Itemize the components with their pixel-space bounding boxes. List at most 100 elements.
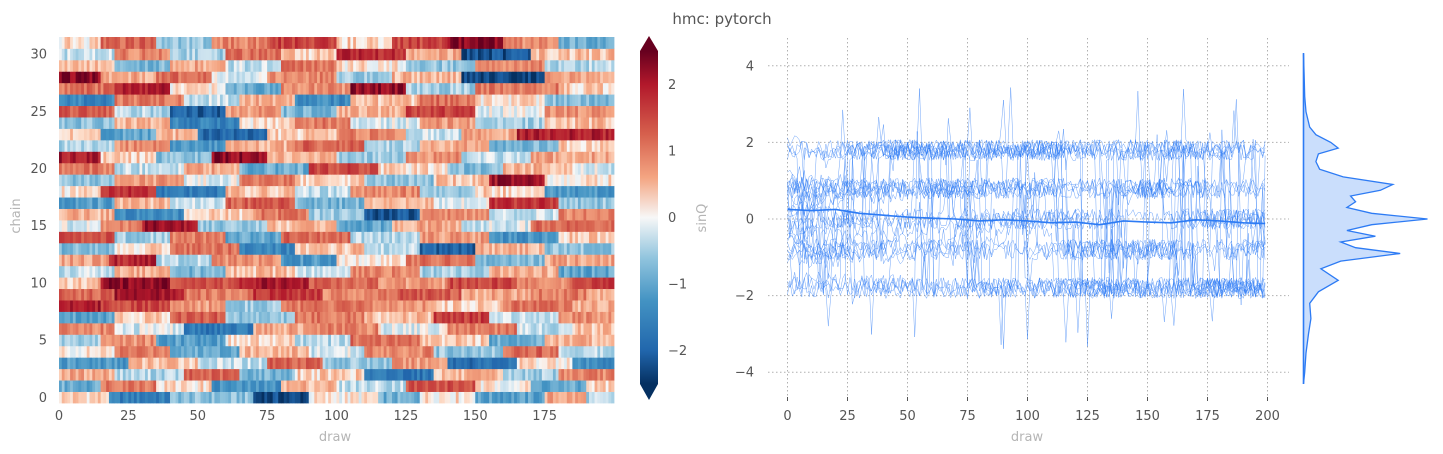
heatmap-cell bbox=[59, 220, 63, 232]
heatmap-cell bbox=[92, 288, 96, 301]
heatmap-cell bbox=[552, 162, 557, 175]
heatmap-cell bbox=[364, 357, 368, 370]
heatmap-cell bbox=[372, 322, 376, 335]
heatmap-cell bbox=[361, 139, 365, 152]
heatmap-cell bbox=[61, 151, 65, 164]
heatmap-cell bbox=[489, 162, 493, 175]
heatmap-cell bbox=[333, 174, 337, 187]
heatmap-cell bbox=[308, 357, 312, 370]
heatmap-cell bbox=[292, 231, 296, 244]
heatmap-cell bbox=[75, 322, 79, 335]
heatmap-cell bbox=[192, 322, 196, 335]
heatmap-cell bbox=[278, 334, 282, 347]
heatmap-cell bbox=[114, 345, 118, 358]
heatmap-cell bbox=[586, 300, 590, 312]
heatmap-cell bbox=[333, 254, 337, 267]
heatmap-cell bbox=[386, 231, 390, 244]
heatmap-cell bbox=[475, 242, 479, 255]
heatmap-cell bbox=[380, 277, 385, 290]
heatmap-cell bbox=[372, 242, 376, 255]
heatmap-cell bbox=[519, 265, 523, 278]
heatmap-cell bbox=[422, 288, 426, 301]
heatmap-cell bbox=[292, 197, 296, 209]
heatmap-cell bbox=[378, 300, 382, 312]
heatmap-cell bbox=[466, 368, 471, 381]
heatmap-cell bbox=[128, 220, 132, 232]
heatmap-cell bbox=[108, 311, 113, 324]
heatmap-cell bbox=[278, 368, 282, 381]
heatmap-cell bbox=[453, 334, 457, 347]
heatmap-cell bbox=[67, 162, 71, 175]
heatmap-cell bbox=[158, 139, 163, 152]
heatmap-cell bbox=[250, 277, 254, 290]
heatmap-cell bbox=[541, 300, 546, 312]
heatmap-cell bbox=[455, 174, 459, 187]
heatmap-cell bbox=[394, 208, 398, 221]
heatmap-cell bbox=[466, 117, 471, 129]
heatmap-cell bbox=[489, 254, 493, 267]
heatmap-cell bbox=[408, 231, 412, 244]
heatmap-cell bbox=[258, 277, 262, 290]
heatmap-cell bbox=[367, 357, 371, 370]
heatmap-cell bbox=[178, 185, 182, 198]
heatmap-cell bbox=[611, 380, 615, 392]
heatmap-cell bbox=[283, 208, 287, 221]
heatmap-cell bbox=[336, 345, 340, 358]
heatmap-cell bbox=[522, 174, 526, 187]
heatmap-cell bbox=[369, 357, 373, 370]
heatmap-cell bbox=[61, 162, 65, 175]
heatmap-cell bbox=[303, 368, 307, 381]
heatmap-cell bbox=[92, 277, 96, 290]
heatmap-cell bbox=[128, 208, 132, 221]
heatmap-cell bbox=[375, 380, 379, 392]
heatmap-cell bbox=[483, 185, 487, 198]
heatmap-cell bbox=[392, 265, 396, 278]
heatmap-cell bbox=[364, 300, 368, 312]
heatmap-cell bbox=[242, 288, 246, 301]
heatmap-cell bbox=[89, 288, 93, 301]
heatmap-cell bbox=[256, 265, 260, 278]
heatmap-cell bbox=[497, 380, 501, 392]
heatmap-cell bbox=[558, 151, 562, 164]
heatmap-cell bbox=[586, 380, 590, 392]
heatmap-cell bbox=[89, 380, 93, 392]
heatmap-cell bbox=[444, 185, 448, 198]
heatmap-cell bbox=[375, 300, 379, 312]
heatmap-cell bbox=[108, 277, 113, 290]
heatmap-cell bbox=[150, 117, 154, 129]
heatmap-cell bbox=[228, 311, 232, 324]
heatmap-cell bbox=[583, 254, 587, 267]
heatmap-cell bbox=[333, 162, 337, 175]
heatmap-cell bbox=[447, 231, 451, 244]
heatmap-cell bbox=[350, 185, 354, 198]
heatmap-cell bbox=[122, 288, 126, 301]
heatmap-cell bbox=[369, 117, 373, 129]
heatmap-cell bbox=[378, 265, 382, 278]
heatmap-cell bbox=[491, 220, 496, 232]
heatmap-cell bbox=[108, 197, 113, 209]
heatmap-cell bbox=[253, 357, 257, 370]
heatmap-cell bbox=[200, 162, 204, 175]
heatmap-cell bbox=[103, 254, 107, 267]
heatmap-cell bbox=[575, 162, 579, 175]
heatmap-cell bbox=[72, 254, 77, 267]
heatmap-cell bbox=[411, 197, 415, 209]
heatmap-cell bbox=[317, 220, 321, 232]
heatmap-cell bbox=[267, 311, 271, 324]
heatmap-cell bbox=[194, 185, 199, 198]
heatmap-cell bbox=[145, 185, 149, 198]
heatmap-cell bbox=[455, 391, 459, 404]
heatmap-cell bbox=[286, 391, 290, 404]
heatmap-cell bbox=[464, 368, 468, 381]
heatmap-cell bbox=[516, 345, 521, 358]
heatmap-cell bbox=[394, 357, 398, 370]
heatmap-cell bbox=[125, 117, 129, 129]
heatmap-cell bbox=[286, 311, 290, 324]
heatmap-cell bbox=[394, 277, 398, 290]
heatmap-cell bbox=[317, 357, 321, 370]
heatmap-cell bbox=[544, 368, 548, 381]
heatmap-cell bbox=[364, 311, 368, 324]
heatmap-cell bbox=[550, 300, 554, 312]
heatmap-cell bbox=[319, 357, 324, 370]
heatmap-cell bbox=[561, 242, 565, 255]
